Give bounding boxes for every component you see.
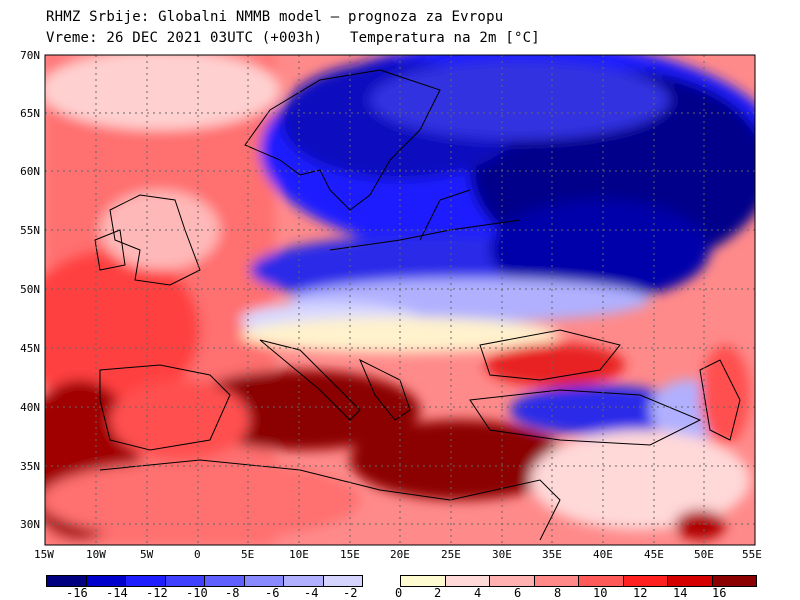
colorbar-segment-warm-1 [444, 575, 490, 587]
colorbar-label: 6 [514, 586, 522, 600]
lon-label-50e: 50E [694, 548, 714, 561]
map-frame [44, 54, 756, 546]
colorbar-label: 16 [712, 586, 727, 600]
lat-label-65n: 65N [20, 107, 40, 120]
forecast-time: Vreme: 26 DEC 2021 03UTC (+003h) [46, 30, 323, 46]
colorbar-label: -2 [343, 586, 358, 600]
colorbar-label: -10 [186, 586, 208, 600]
colorbar-label: 0 [395, 586, 403, 600]
lon-label-10e: 10E [289, 548, 309, 561]
lon-label-25e: 25E [441, 548, 461, 561]
lon-label-30e: 30E [492, 548, 512, 561]
temperature-field [45, 55, 755, 545]
colorbar-label: -12 [146, 586, 168, 600]
coastlines [94, 69, 741, 541]
colorbar-segment-warm-2 [489, 575, 535, 587]
variable-name: Temperatura na 2m [°C] [350, 30, 540, 46]
colorbar-label: 10 [593, 586, 608, 600]
colorbar-label: 8 [554, 586, 562, 600]
lon-label-15w: 15W [34, 548, 54, 561]
colorbar-label: 4 [474, 586, 482, 600]
lat-label-60n: 60N [20, 165, 40, 178]
colorbar-label: -4 [304, 586, 319, 600]
map-title: RHMZ Srbije: Globalni NMMB model – progn… [46, 9, 504, 25]
lon-label-20e: 20E [390, 548, 410, 561]
lon-label-45e: 45E [644, 548, 664, 561]
colorbar-label: -6 [265, 586, 280, 600]
graticule [45, 55, 755, 545]
lat-label-30n: 30N [20, 518, 40, 531]
lon-label-0: 0 [194, 548, 201, 561]
lon-label-55e: 55E [742, 548, 762, 561]
colorbar-label: 12 [633, 586, 648, 600]
colorbar-label: -8 [225, 586, 240, 600]
lat-label-45n: 45N [20, 342, 40, 355]
lon-label-35e: 35E [542, 548, 562, 561]
colorbar-label: 14 [673, 586, 688, 600]
lon-label-5e: 5E [241, 548, 255, 561]
lon-label-40e: 40E [593, 548, 613, 561]
colorbar-label: -14 [106, 586, 128, 600]
lat-label-40n: 40N [20, 401, 40, 414]
colorbar-label: 2 [434, 586, 442, 600]
lon-label-15e: 15E [340, 548, 360, 561]
colorbar-segment-warm-7 [711, 575, 757, 587]
lon-label-10w: 10W [86, 548, 106, 561]
colorbar-segment-cold-7 [322, 575, 363, 587]
lat-label-35n: 35N [20, 460, 40, 473]
lat-label-50n: 50N [20, 283, 40, 296]
colorbar-label: -16 [66, 586, 88, 600]
lon-label-5w: 5W [140, 548, 154, 561]
lat-label-70n: 70N [20, 49, 40, 62]
lat-label-55n: 55N [20, 224, 40, 237]
